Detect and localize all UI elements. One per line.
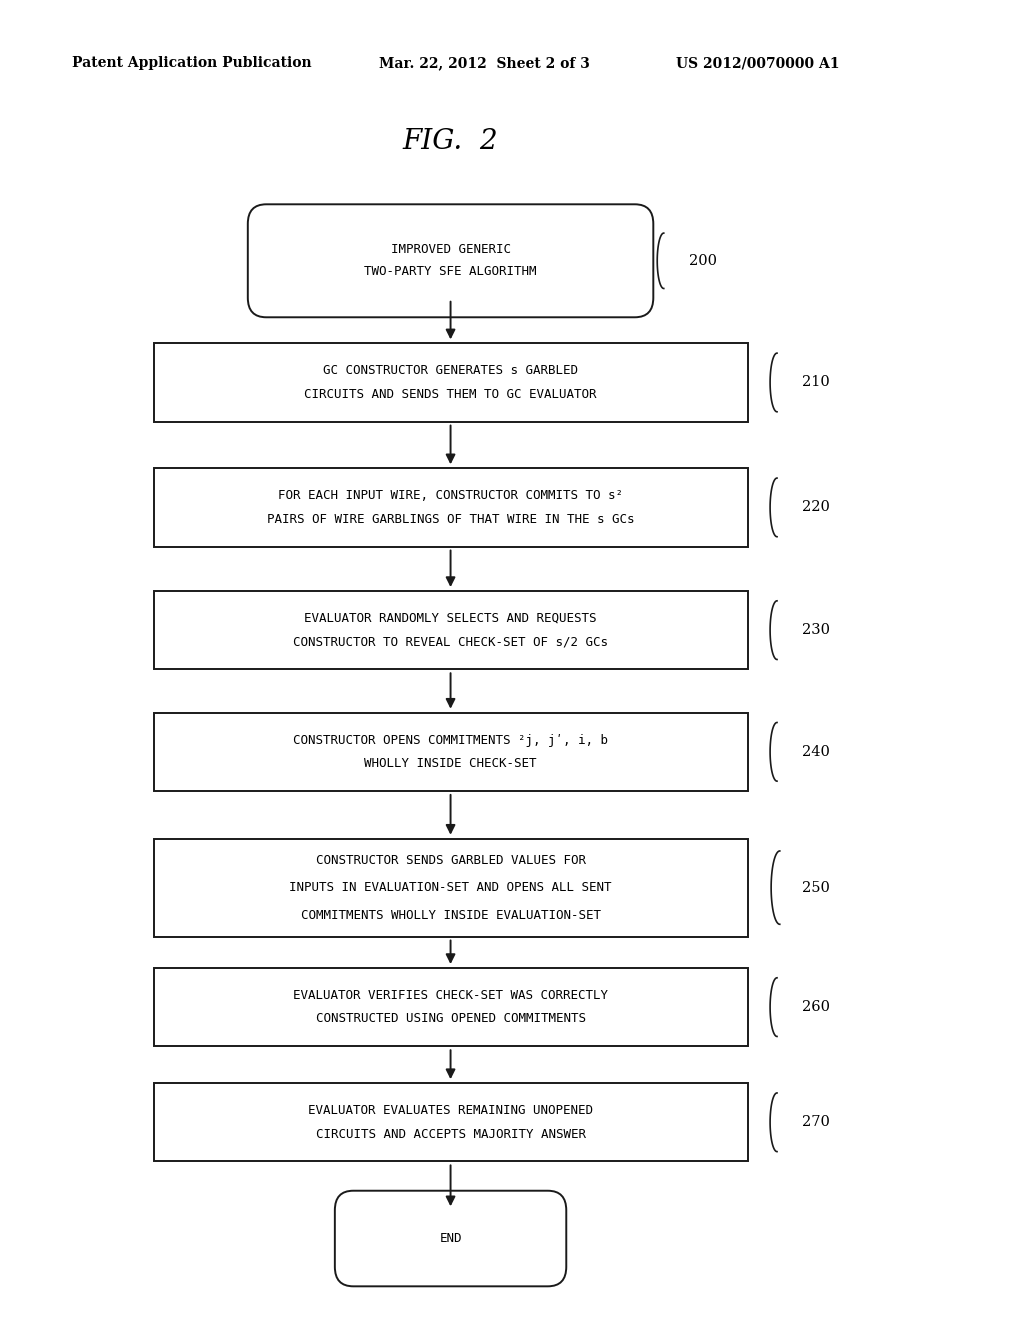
Bar — [154, 591, 748, 669]
Text: US 2012/0070000 A1: US 2012/0070000 A1 — [676, 57, 840, 70]
FancyBboxPatch shape — [248, 205, 653, 317]
Text: CONSTRUCTOR OPENS COMMITMENTS ²j, jʹ, i, b: CONSTRUCTOR OPENS COMMITMENTS ²j, jʹ, i,… — [293, 734, 608, 747]
Text: CONSTRUCTOR SENDS GARBLED VALUES FOR: CONSTRUCTOR SENDS GARBLED VALUES FOR — [315, 854, 586, 867]
Text: 240: 240 — [802, 744, 829, 759]
Bar — [154, 968, 748, 1047]
Text: Patent Application Publication: Patent Application Publication — [72, 57, 311, 70]
Text: GC CONSTRUCTOR GENERATES s GARBLED: GC CONSTRUCTOR GENERATES s GARBLED — [323, 364, 579, 378]
Bar — [154, 469, 748, 546]
Text: 260: 260 — [802, 1001, 829, 1014]
Text: WHOLLY INSIDE CHECK-SET: WHOLLY INSIDE CHECK-SET — [365, 758, 537, 770]
Text: EVALUATOR RANDOMLY SELECTS AND REQUESTS: EVALUATOR RANDOMLY SELECTS AND REQUESTS — [304, 612, 597, 624]
FancyBboxPatch shape — [335, 1191, 566, 1286]
Text: END: END — [439, 1232, 462, 1245]
Bar — [154, 343, 748, 421]
Bar — [154, 1084, 748, 1162]
Text: CIRCUITS AND SENDS THEM TO GC EVALUATOR: CIRCUITS AND SENDS THEM TO GC EVALUATOR — [304, 388, 597, 401]
Text: CIRCUITS AND ACCEPTS MAJORITY ANSWER: CIRCUITS AND ACCEPTS MAJORITY ANSWER — [315, 1127, 586, 1140]
Text: 250: 250 — [802, 880, 829, 895]
Text: Mar. 22, 2012  Sheet 2 of 3: Mar. 22, 2012 Sheet 2 of 3 — [379, 57, 590, 70]
Text: COMMITMENTS WHOLLY INSIDE EVALUATION-SET: COMMITMENTS WHOLLY INSIDE EVALUATION-SET — [301, 908, 600, 921]
Text: 230: 230 — [802, 623, 829, 638]
Text: 220: 220 — [802, 500, 829, 515]
Text: INPUTS IN EVALUATION-SET AND OPENS ALL SENT: INPUTS IN EVALUATION-SET AND OPENS ALL S… — [290, 882, 611, 894]
Text: FIG.  2: FIG. 2 — [402, 128, 499, 154]
Text: EVALUATOR EVALUATES REMAINING UNOPENED: EVALUATOR EVALUATES REMAINING UNOPENED — [308, 1104, 593, 1117]
Text: 200: 200 — [689, 253, 717, 268]
Text: IMPROVED GENERIC: IMPROVED GENERIC — [390, 243, 511, 256]
Text: 210: 210 — [802, 375, 829, 389]
Text: EVALUATOR VERIFIES CHECK-SET WAS CORRECTLY: EVALUATOR VERIFIES CHECK-SET WAS CORRECT… — [293, 989, 608, 1002]
Text: CONSTRUCTOR TO REVEAL CHECK-SET OF s/2 GCs: CONSTRUCTOR TO REVEAL CHECK-SET OF s/2 G… — [293, 635, 608, 648]
Text: PAIRS OF WIRE GARBLINGS OF THAT WIRE IN THE s GCs: PAIRS OF WIRE GARBLINGS OF THAT WIRE IN … — [267, 512, 634, 525]
Text: 270: 270 — [802, 1115, 829, 1130]
Text: CONSTRUCTED USING OPENED COMMITMENTS: CONSTRUCTED USING OPENED COMMITMENTS — [315, 1012, 586, 1026]
Text: FOR EACH INPUT WIRE, CONSTRUCTOR COMMITS TO s²: FOR EACH INPUT WIRE, CONSTRUCTOR COMMITS… — [279, 490, 623, 502]
Bar — [154, 838, 748, 936]
Text: TWO-PARTY SFE ALGORITHM: TWO-PARTY SFE ALGORITHM — [365, 265, 537, 279]
Bar — [154, 713, 748, 791]
